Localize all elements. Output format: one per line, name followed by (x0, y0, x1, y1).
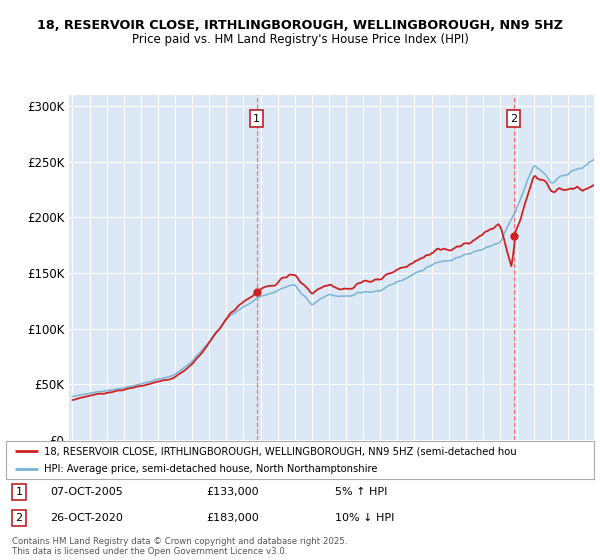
Text: 5% ↑ HPI: 5% ↑ HPI (335, 487, 388, 497)
Text: 1: 1 (253, 114, 260, 124)
Text: 10% ↓ HPI: 10% ↓ HPI (335, 514, 395, 524)
Text: 1: 1 (16, 487, 22, 497)
Text: 26-OCT-2020: 26-OCT-2020 (50, 514, 123, 524)
Text: 18, RESERVOIR CLOSE, IRTHLINGBOROUGH, WELLINGBOROUGH, NN9 5HZ (semi-detached hou: 18, RESERVOIR CLOSE, IRTHLINGBOROUGH, WE… (44, 446, 517, 456)
Text: Price paid vs. HM Land Registry's House Price Index (HPI): Price paid vs. HM Land Registry's House … (131, 32, 469, 46)
Text: 07-OCT-2005: 07-OCT-2005 (50, 487, 123, 497)
Text: Contains HM Land Registry data © Crown copyright and database right 2025.
This d: Contains HM Land Registry data © Crown c… (12, 536, 347, 556)
Text: 2: 2 (16, 514, 22, 524)
Text: £183,000: £183,000 (206, 514, 259, 524)
Text: £133,000: £133,000 (206, 487, 259, 497)
Text: HPI: Average price, semi-detached house, North Northamptonshire: HPI: Average price, semi-detached house,… (44, 464, 378, 474)
Text: 2: 2 (510, 114, 517, 124)
Text: 18, RESERVOIR CLOSE, IRTHLINGBOROUGH, WELLINGBOROUGH, NN9 5HZ: 18, RESERVOIR CLOSE, IRTHLINGBOROUGH, WE… (37, 18, 563, 32)
